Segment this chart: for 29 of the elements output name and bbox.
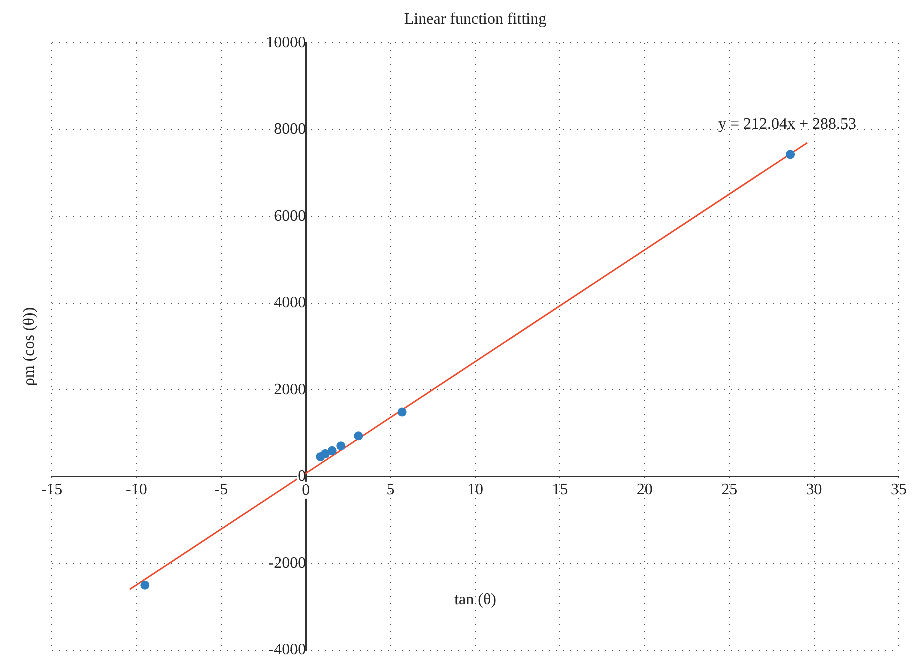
point	[321, 449, 330, 458]
y-axis-title: ρm (cos (θ))	[21, 307, 38, 386]
y-tick-label: 10000	[266, 34, 306, 52]
y-tick-label: -4000	[268, 642, 306, 659]
x-tick-label: 30	[806, 482, 822, 499]
x-tick-label: 15	[552, 482, 568, 499]
point	[786, 150, 796, 160]
x-tick-label: 25	[722, 482, 738, 499]
point	[398, 408, 407, 417]
annotation: y = 212.04x + 288.53	[718, 116, 857, 134]
point	[336, 442, 346, 451]
x-tick-label: 20	[636, 482, 653, 499]
x-tick-label: -10	[126, 482, 148, 499]
y-tick-label: 8000	[274, 121, 306, 138]
x-tick-label: -5	[214, 482, 228, 499]
x-tick-label: 10	[468, 482, 484, 499]
y-tick-label: 0	[298, 468, 306, 486]
y-tick-label: 2000	[274, 381, 306, 398]
y-tick-label: 6000	[274, 208, 306, 225]
y-tick-label: 4000	[274, 294, 306, 312]
point	[140, 580, 150, 590]
point	[328, 446, 337, 456]
x-axis-title: tan (θ)	[454, 592, 496, 609]
x-tick-label: 5	[386, 482, 395, 499]
point	[354, 432, 364, 441]
x-tick-label: -15	[41, 482, 63, 499]
y-tick-label: -2000	[268, 554, 306, 572]
chart-title: Linear function fitting	[404, 10, 547, 28]
x-tick-label: 35	[891, 482, 907, 499]
